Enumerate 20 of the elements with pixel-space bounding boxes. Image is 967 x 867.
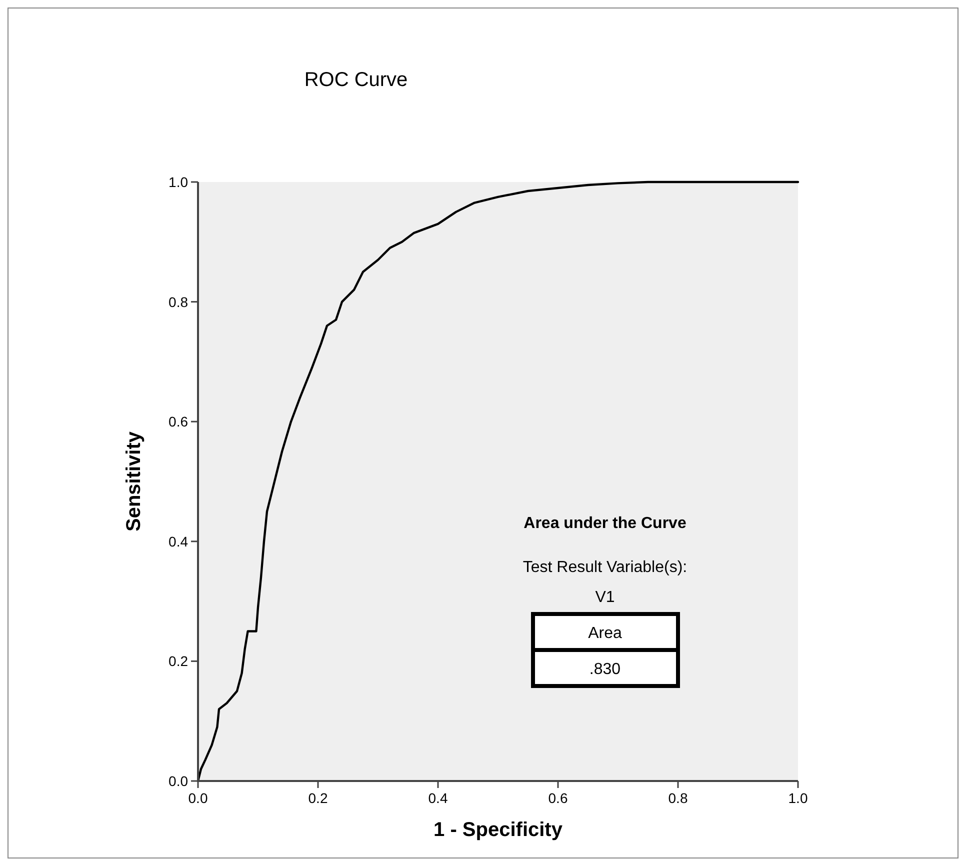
annotation: Area under the Curve [524,515,686,532]
y-tick-label: 0.4 [168,533,188,550]
x-axis-title: 1 - Specificity [434,819,564,841]
y-axis-title: Sensitivity [123,430,145,532]
x-tick-label: 0.2 [308,790,328,806]
x-tick-label: 0.8 [668,790,688,806]
annotation: Test Result Variable(s): [522,559,688,576]
y-tick-label: 0.2 [168,653,188,670]
annotation: .830 [589,661,621,678]
y-tick-label: 0.8 [168,294,188,310]
annotation: V1 [595,589,615,606]
y-tick-label: 1.0 [168,174,188,190]
y-tick-label: 0.0 [168,773,188,789]
chart-title: ROC Curve [304,69,408,91]
annotation: Area [588,625,622,642]
y-tick-label: 0.6 [168,414,188,430]
x-tick-label: 0.4 [428,790,448,806]
x-tick-label: 1.0 [788,790,808,806]
x-tick-label: 0.6 [548,790,568,806]
x-tick-label: 0.0 [188,790,208,806]
